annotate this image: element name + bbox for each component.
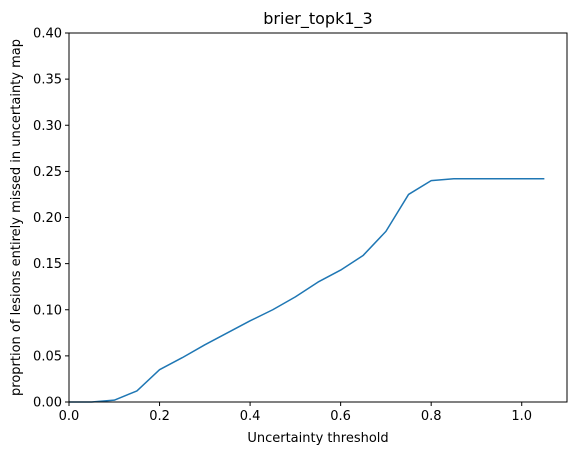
chart-title: brier_topk1_3	[263, 9, 372, 29]
y-tick-label: 0.15	[33, 257, 62, 272]
y-tick-label: 0.40	[33, 27, 62, 42]
x-tick-label: 0.0	[59, 409, 80, 424]
y-tick-label: 0.30	[33, 119, 62, 134]
x-tick-label: 0.4	[240, 409, 261, 424]
y-tick-label: 0.00	[33, 396, 62, 411]
y-tick-label: 0.20	[33, 211, 62, 226]
y-tick-label: 0.10	[33, 303, 62, 318]
y-tick-label: 0.35	[33, 73, 62, 88]
y-axis-label: proprtion of lesions entirely missed in …	[9, 39, 24, 396]
x-tick-label: 1.0	[511, 409, 532, 424]
y-tick-label: 0.25	[33, 165, 62, 180]
y-tick-label: 0.05	[33, 349, 62, 364]
plot-frame	[68, 32, 568, 403]
x-tick-label: 0.8	[421, 409, 442, 424]
x-axis-label: Uncertainty threshold	[247, 431, 388, 446]
series-line	[69, 178, 545, 403]
x-tick-label: 0.2	[149, 409, 170, 424]
x-tick-label: 0.6	[330, 409, 351, 424]
